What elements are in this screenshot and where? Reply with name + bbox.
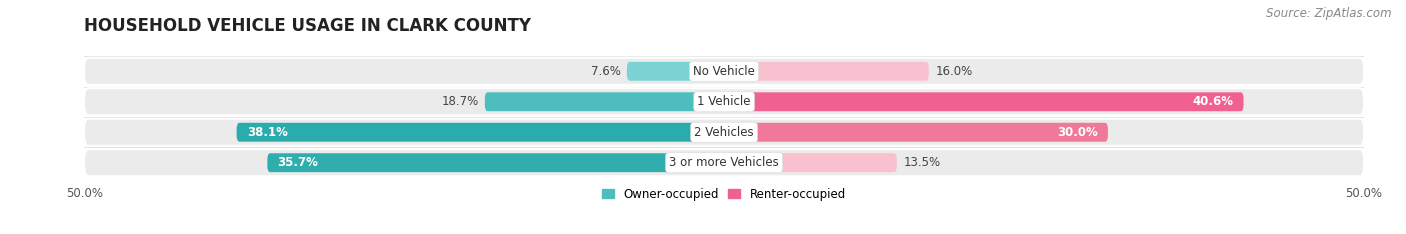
Text: 2 Vehicles: 2 Vehicles [695, 126, 754, 139]
FancyBboxPatch shape [724, 62, 929, 81]
Text: 40.6%: 40.6% [1192, 95, 1233, 108]
FancyBboxPatch shape [84, 119, 1364, 146]
Text: HOUSEHOLD VEHICLE USAGE IN CLARK COUNTY: HOUSEHOLD VEHICLE USAGE IN CLARK COUNTY [84, 17, 531, 35]
Text: No Vehicle: No Vehicle [693, 65, 755, 78]
FancyBboxPatch shape [84, 149, 1364, 176]
FancyBboxPatch shape [236, 123, 724, 142]
Text: 7.6%: 7.6% [591, 65, 620, 78]
FancyBboxPatch shape [267, 153, 724, 172]
Text: 35.7%: 35.7% [277, 156, 318, 169]
FancyBboxPatch shape [627, 62, 724, 81]
Text: 16.0%: 16.0% [935, 65, 973, 78]
FancyBboxPatch shape [84, 58, 1364, 85]
FancyBboxPatch shape [84, 88, 1364, 115]
Text: 18.7%: 18.7% [441, 95, 478, 108]
FancyBboxPatch shape [724, 123, 1108, 142]
Text: 38.1%: 38.1% [247, 126, 288, 139]
Text: 30.0%: 30.0% [1057, 126, 1098, 139]
Legend: Owner-occupied, Renter-occupied: Owner-occupied, Renter-occupied [598, 183, 851, 205]
Text: Source: ZipAtlas.com: Source: ZipAtlas.com [1267, 7, 1392, 20]
Text: 3 or more Vehicles: 3 or more Vehicles [669, 156, 779, 169]
FancyBboxPatch shape [485, 92, 724, 111]
Text: 13.5%: 13.5% [903, 156, 941, 169]
Text: 1 Vehicle: 1 Vehicle [697, 95, 751, 108]
FancyBboxPatch shape [724, 92, 1243, 111]
FancyBboxPatch shape [724, 153, 897, 172]
